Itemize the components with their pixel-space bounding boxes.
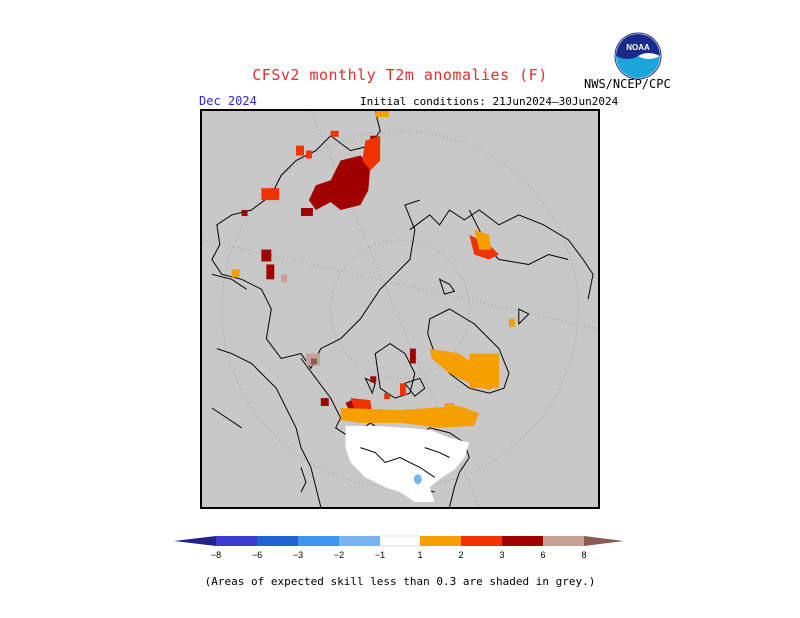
colorbar-tick: −8 — [211, 550, 221, 560]
map-title: CFSv2 monthly T2m anomalies (F) — [252, 66, 548, 84]
noaa-logo: NOAA — [614, 32, 662, 80]
colorbar-tick: −1 — [375, 550, 385, 560]
colorbar-tick: −2 — [334, 550, 344, 560]
colorbar-bin — [298, 536, 339, 546]
colorbar-bin — [461, 536, 502, 546]
svg-text:NOAA: NOAA — [626, 43, 650, 52]
anomaly-gt-8 — [310, 358, 317, 365]
colorbar-arrow-left — [174, 536, 216, 546]
colorbar-tick: 3 — [499, 550, 504, 560]
colorbar-tick: 1 — [417, 550, 422, 560]
colorbar-arrow-right — [584, 536, 624, 546]
colorbar-tick: −3 — [293, 550, 303, 560]
anomaly-minus-2-to-minus-1 — [413, 474, 422, 485]
colorbar-tick: 6 — [540, 550, 545, 560]
colorbar: −8 −6 −3 −2 −1 1 2 3 6 8 — [174, 535, 624, 560]
coastlines-overlay — [360, 447, 450, 478]
target-month-label: Dec 2024 — [199, 94, 257, 108]
colorbar-bin — [257, 536, 298, 546]
colorbar-bin — [339, 536, 380, 546]
agency-label: NWS/NCEP/CPC — [584, 77, 671, 91]
colorbar-tick: 8 — [581, 550, 586, 560]
colorbar-tick: −6 — [252, 550, 262, 560]
colorbar-bin — [420, 536, 461, 546]
anomaly-1-to-2 — [231, 111, 515, 428]
anomaly-near-normal — [345, 425, 470, 503]
colorbar-bin — [502, 536, 543, 546]
skill-footnote: (Areas of expected skill less than 0.3 a… — [204, 575, 596, 588]
colorbar-tick: 2 — [458, 550, 463, 560]
initial-conditions-label: Initial conditions: 21Jun2024–30Jun2024 — [360, 95, 619, 108]
colorbar-bin — [543, 536, 584, 546]
anomaly-map — [200, 109, 600, 509]
colorbar-bin — [216, 536, 257, 546]
colorbar-bin — [380, 536, 420, 546]
